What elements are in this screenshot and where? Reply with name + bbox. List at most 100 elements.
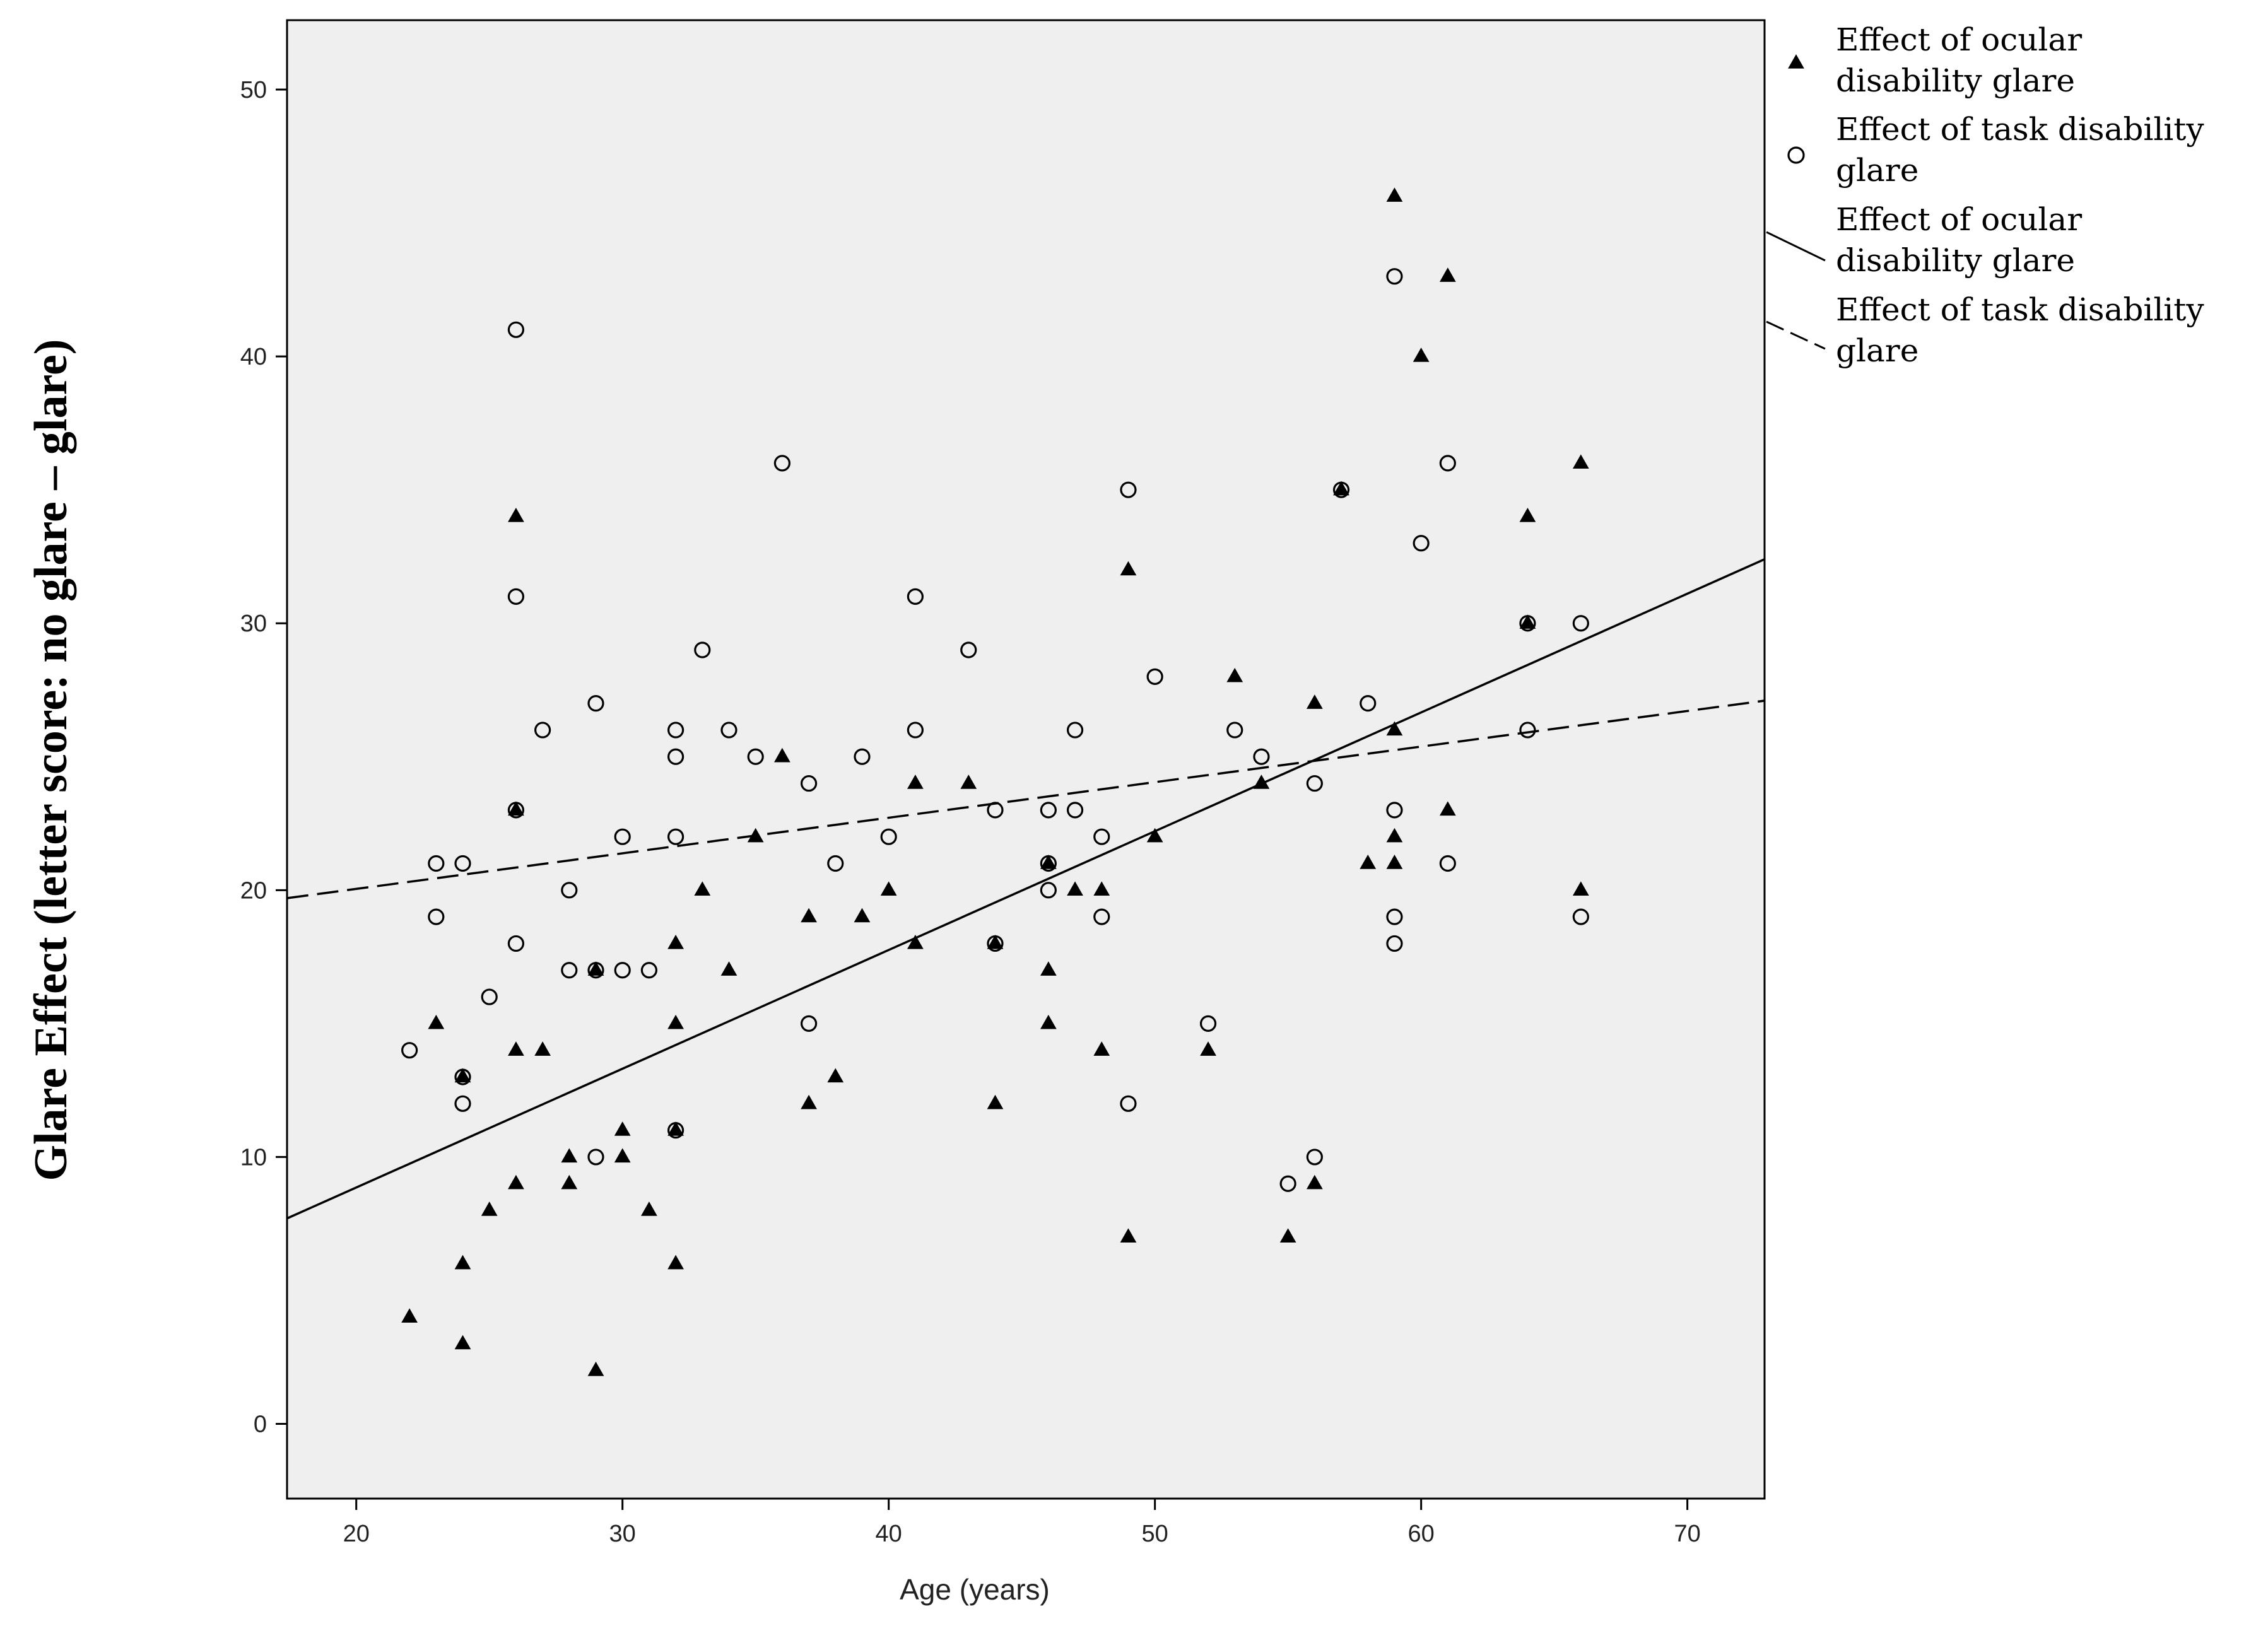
task-glare-point [854, 748, 871, 765]
ocular-glare-point [614, 1148, 631, 1163]
task-glare-point [694, 641, 711, 658]
y-axis: 0 10 20 30 40 50 [240, 77, 287, 1438]
task-glare-point [507, 935, 525, 952]
task-glare-point [1226, 722, 1243, 739]
task-glare-point [1413, 535, 1430, 552]
task-glare-point [800, 1015, 818, 1032]
legend-label: glare [1836, 152, 1918, 189]
task-glare-point [1519, 722, 1536, 739]
task-glare-point [1253, 748, 1270, 765]
ocular-glare-point [987, 934, 1004, 949]
task-glare-point [614, 828, 631, 845]
task-glare-point [1306, 775, 1323, 792]
task-glare-point [507, 588, 525, 605]
task-glare-point [667, 748, 685, 765]
ocular-glare-point [1093, 1041, 1110, 1056]
task-glare-point [1093, 908, 1110, 925]
task-glare-point [1040, 882, 1057, 899]
ocular-glare-point [1306, 1174, 1323, 1190]
ocular-glare-point [1279, 1228, 1296, 1243]
legend-label: glare [1836, 332, 1918, 369]
task-glare-point [1439, 455, 1456, 472]
ocular-glare-point [801, 908, 817, 923]
legend-solid-line-symbol [1766, 231, 1826, 262]
legend-label: disability glare [1836, 242, 2075, 279]
task-glare-point [907, 722, 924, 739]
ocular-glare-point [1360, 855, 1377, 869]
task-glare-point [454, 1095, 471, 1112]
task-glare-point [773, 455, 790, 472]
x-tick-label: 30 [609, 1521, 636, 1547]
ocular-glare-point [1333, 481, 1349, 496]
task-glare-point [1199, 1015, 1217, 1032]
ocular-glare-point [587, 1361, 604, 1376]
ocular-glare-point [667, 934, 684, 949]
ocular-glare-point [508, 507, 524, 522]
task-glare-point [1572, 908, 1589, 925]
task-glare-point [1386, 935, 1403, 952]
task-glare-point [960, 641, 977, 658]
task-glare-point [1386, 908, 1403, 925]
ocular-glare-point [1572, 881, 1589, 896]
legend-label: disability glare [1836, 62, 2075, 99]
x-axis: 20 30 40 50 60 70 [343, 1499, 1701, 1547]
task-glare-point [454, 855, 471, 872]
ocular-glare-point [774, 747, 790, 763]
ocular-glare-point [1386, 187, 1403, 202]
task-glare-point [587, 695, 604, 712]
ocular-glare-point [1146, 828, 1163, 843]
task-glare-point [481, 988, 498, 1005]
task-glare-point [561, 882, 578, 899]
task-glare-point [1332, 481, 1350, 498]
task-glare-point [561, 962, 578, 979]
task-glare-point [640, 962, 657, 979]
task-glare-point [1386, 802, 1403, 819]
task-glare-point [827, 855, 844, 872]
ocular-glare-point [508, 1041, 524, 1056]
y-tick-label: 30 [240, 611, 267, 637]
ocular-glare-point [614, 1121, 631, 1136]
legend-label: Effect of task disability [1836, 111, 2204, 148]
ocular-glare-point [667, 1121, 684, 1136]
legend-circle-symbol [1787, 146, 1805, 164]
x-tick-label: 70 [1674, 1521, 1700, 1547]
y-tick-label: 10 [240, 1144, 267, 1171]
ocular-glare-point [481, 1202, 498, 1216]
task-glare-point [507, 321, 525, 338]
task-glare-point [1093, 828, 1110, 845]
ocular-glare-point [561, 1174, 578, 1190]
ocular-glare-point [1200, 1041, 1216, 1056]
ocular-glare-point [667, 1014, 684, 1029]
task-glare-point [1066, 802, 1084, 819]
task-glare-point [1279, 1175, 1296, 1192]
y-axis-title: Glare Effect (letter score: no glare – g… [25, 339, 77, 1181]
task-glare-point [800, 775, 818, 792]
y-tick-label: 40 [240, 344, 267, 370]
ocular-glare-point [1040, 961, 1057, 976]
ocular-glare-point [1413, 348, 1430, 362]
ocular-glare-point [454, 1068, 471, 1083]
ocular-glare-point [1040, 855, 1057, 869]
x-axis-title: Age (years) [900, 1573, 1050, 1606]
ocular-glare-point [801, 1094, 817, 1109]
data-points [401, 187, 1589, 1376]
ocular-glare-point [1040, 1014, 1057, 1029]
fit-lines [286, 558, 1765, 1220]
ocular-glare-point [667, 1255, 684, 1270]
ocular-glare-point [907, 934, 924, 949]
ocular-glare-point [747, 828, 764, 843]
x-tick-label: 20 [343, 1521, 370, 1547]
task-glare-point [720, 722, 737, 739]
ocular-glare-point [1386, 828, 1403, 843]
ocular-glare-point [1120, 1228, 1137, 1243]
task-glare-point [1360, 695, 1377, 712]
task-glare-point [667, 1122, 685, 1139]
ocular-glare-point [987, 1094, 1004, 1109]
task-glare-point [880, 828, 897, 845]
ocular-glare-point [1386, 721, 1403, 736]
task-glare-point [428, 855, 445, 872]
ocular-glare-point [428, 1014, 445, 1029]
task-glare-point [747, 748, 764, 765]
ocular-glare-point [907, 775, 924, 789]
